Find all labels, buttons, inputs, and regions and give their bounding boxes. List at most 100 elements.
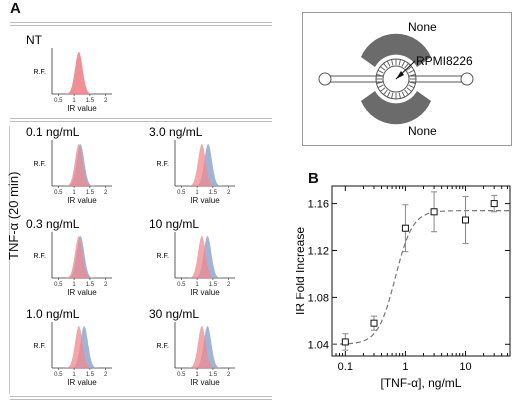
histogram-plot: 10 ng/mL R.F. 0.5 1 1.5 2 IR value bbox=[149, 217, 235, 297]
bottom-chamber-label: None bbox=[408, 124, 437, 138]
histogram-control-distribution bbox=[61, 236, 106, 278]
histogram-tick-label: 1 bbox=[72, 98, 76, 104]
histogram-panel: 3.0 ng/mL R.F. 0.5 1 1.5 2 IR value bbox=[145, 120, 260, 205]
trap-ring bbox=[375, 58, 417, 100]
ring-segment bbox=[398, 59, 401, 66]
divider-top bbox=[10, 22, 272, 26]
histogram-y-label: R.F. bbox=[34, 343, 47, 350]
ring-segment bbox=[376, 81, 383, 84]
histogram-tick-label: 1 bbox=[72, 372, 76, 378]
histogram-treated-distribution bbox=[61, 236, 106, 278]
histogram-tick-label: 2 bbox=[104, 190, 108, 196]
histogram-tick-label: 1 bbox=[195, 282, 199, 288]
histogram-y-label: R.F. bbox=[34, 253, 47, 260]
ring-segment bbox=[406, 66, 412, 71]
ring-segment bbox=[391, 59, 394, 66]
divider-middle bbox=[10, 118, 272, 122]
y-tick-label: 1.04 bbox=[308, 339, 329, 351]
ring-segment bbox=[383, 63, 388, 69]
top-chamber-shape bbox=[361, 33, 431, 67]
data-point bbox=[490, 200, 498, 208]
device-schematic: None None RPMI8226 bbox=[302, 12, 512, 146]
histogram-tick-label: 1 bbox=[72, 190, 76, 196]
ring-segment bbox=[391, 92, 394, 99]
histogram-tick-label: 1.5 bbox=[86, 98, 95, 104]
ring-segment bbox=[383, 89, 388, 95]
ring-segment bbox=[386, 91, 391, 98]
histogram-panel: 30 ng/mL R.F. 0.5 1 1.5 2 IR value bbox=[145, 302, 260, 387]
histogram-x-label: IR value bbox=[190, 288, 220, 296]
right-channel bbox=[408, 75, 464, 83]
histogram-control-distribution bbox=[61, 326, 106, 368]
ring-segment bbox=[409, 74, 416, 77]
panel-b-label: B bbox=[308, 170, 319, 187]
bottom-chamber-shape bbox=[361, 91, 431, 125]
histogram-plot: 0.3 ng/mL R.F. 0.5 1 1.5 2 IR value bbox=[26, 217, 112, 297]
ring-segment bbox=[398, 92, 401, 99]
histogram-tick-label: 1.5 bbox=[209, 372, 218, 378]
ring-segment bbox=[386, 60, 391, 67]
x-tick-label: 0.1 bbox=[338, 361, 353, 373]
y-tick-label: 1.12 bbox=[308, 245, 329, 257]
histogram-x-label: IR value bbox=[190, 378, 220, 386]
dose-response-chart: 0.1 1 10 1.04 1.08 1.12 1.16 [TNF-α], ng/mL IR F… bbox=[296, 185, 511, 390]
histogram-title: 1.0 ng/mL bbox=[26, 307, 80, 321]
histogram-tick-label: 0.5 bbox=[177, 372, 186, 378]
x-tick-label: 1 bbox=[402, 361, 408, 373]
histogram-x-label: IR value bbox=[67, 288, 97, 296]
histogram-tick-label: 1.5 bbox=[86, 372, 95, 378]
histogram-plot: 3.0 ng/mL R.F. 0.5 1 1.5 2 IR value bbox=[149, 125, 235, 205]
panel-a-label: A bbox=[10, 0, 21, 17]
left-port bbox=[318, 72, 332, 86]
ring-segment bbox=[404, 63, 409, 69]
ring-segment bbox=[406, 87, 412, 92]
histogram-tick-label: 1 bbox=[195, 372, 199, 378]
histogram-y-label: R.F. bbox=[34, 69, 47, 76]
data-point bbox=[341, 338, 349, 346]
fit-curve bbox=[332, 210, 510, 345]
histogram-title: 3.0 ng/mL bbox=[149, 125, 203, 139]
histogram-tick-label: 0.5 bbox=[54, 190, 63, 196]
ring-segment bbox=[408, 84, 415, 89]
histogram-control-distribution bbox=[184, 144, 229, 186]
data-point bbox=[370, 319, 378, 327]
histogram-plot: NT R.F. 0.5 1 1.5 2 IR value bbox=[26, 33, 112, 113]
divider-bottom bbox=[10, 396, 272, 400]
plot-frame bbox=[331, 185, 511, 357]
ring-outline bbox=[375, 58, 417, 100]
histogram-x-label: IR value bbox=[190, 196, 220, 204]
center-label: RPMI8226 bbox=[416, 54, 473, 68]
side-bracket bbox=[9, 126, 10, 394]
right-port bbox=[460, 72, 474, 86]
histogram-tick-label: 1.5 bbox=[209, 190, 218, 196]
histogram-x-label: IR value bbox=[67, 378, 97, 386]
histogram-tick-label: 2 bbox=[227, 282, 231, 288]
x-axis-label: [TNF-α], ng/mL bbox=[381, 376, 462, 390]
histogram-x-label: IR value bbox=[67, 196, 97, 204]
histogram-panel: 0.3 ng/mL R.F. 0.5 1 1.5 2 IR value bbox=[22, 212, 137, 297]
x-tick-label: 10 bbox=[459, 361, 471, 373]
histogram-title: 0.3 ng/mL bbox=[26, 217, 80, 231]
ring-segment bbox=[377, 84, 384, 89]
histogram-treated-distribution bbox=[61, 144, 106, 186]
histogram-y-label: R.F. bbox=[34, 161, 47, 168]
histogram-tick-label: 1.5 bbox=[86, 190, 95, 196]
histogram-tick-label: 1 bbox=[195, 190, 199, 196]
schematic-drawing: None None RPMI8226 bbox=[318, 20, 474, 138]
histogram-tick-label: 1 bbox=[72, 282, 76, 288]
histogram-plot: 1.0 ng/mL R.F. 0.5 1 1.5 2 IR value bbox=[26, 307, 112, 387]
histogram-control-distribution bbox=[61, 52, 106, 94]
ring-segment bbox=[377, 69, 384, 74]
histogram-tick-label: 2 bbox=[227, 190, 231, 196]
histogram-treated-distribution bbox=[61, 326, 106, 368]
ring-segment bbox=[376, 74, 383, 77]
histogram-treated-distribution bbox=[184, 144, 229, 186]
histogram-tick-label: 2 bbox=[227, 372, 231, 378]
left-channel bbox=[328, 75, 384, 83]
histogram-panel: 10 ng/mL R.F. 0.5 1 1.5 2 IR value bbox=[145, 212, 260, 297]
ring-segment bbox=[404, 89, 409, 95]
histogram-title: 30 ng/mL bbox=[149, 307, 199, 321]
histogram-y-label: R.F. bbox=[157, 161, 170, 168]
histogram-control-distribution bbox=[184, 236, 229, 278]
histogram-title: 10 ng/mL bbox=[149, 217, 199, 231]
